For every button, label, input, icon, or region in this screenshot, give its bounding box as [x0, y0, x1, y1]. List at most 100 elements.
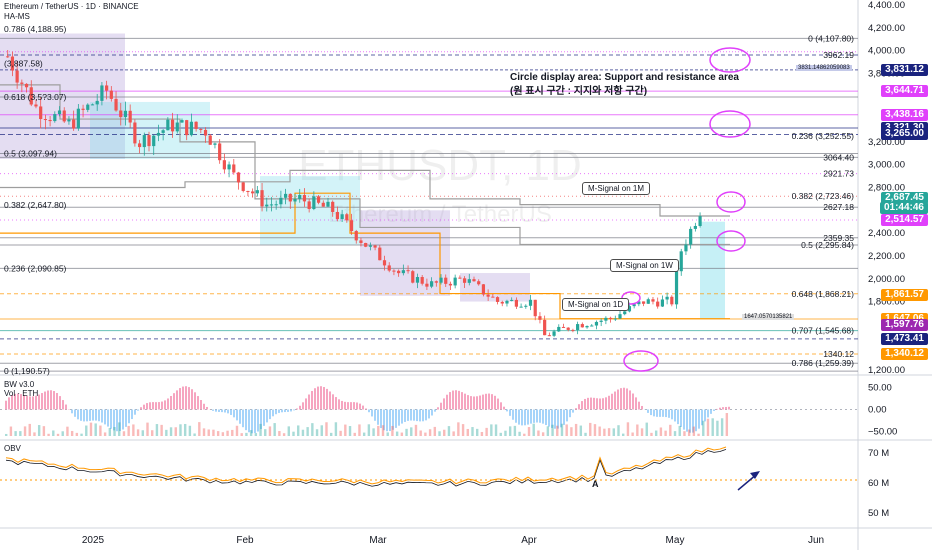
candle-body: [62, 110, 66, 122]
candle-body: [585, 326, 589, 328]
volume-bar: [85, 425, 88, 436]
volume-bar: [118, 422, 121, 436]
chart-title: Ethereum / TetherUS · 1D · BINANCE: [4, 2, 139, 11]
candle-body: [128, 110, 132, 123]
obv-axis-tick: 50 M: [868, 508, 889, 519]
fib-label-right: 0.5 (2,295.84): [801, 240, 854, 250]
volume-bar: [183, 423, 187, 436]
candle-body: [693, 225, 697, 229]
candle-body: [679, 251, 683, 272]
candle-body: [34, 104, 38, 107]
candle-body: [43, 119, 47, 121]
volume-bar: [386, 432, 389, 436]
volume-bar: [259, 423, 262, 436]
osc-axis-tick: −50.00: [868, 427, 897, 438]
candle-body: [15, 70, 19, 83]
m-signal-line: [0, 192, 730, 320]
candle-body: [651, 299, 655, 302]
price-axis-tick: 3,200.00: [868, 137, 905, 148]
volume-bar: [325, 422, 328, 436]
support-resistance-circle: [716, 191, 746, 213]
candle-body: [349, 220, 354, 232]
candle-body: [100, 85, 104, 101]
volume-bar: [711, 418, 714, 436]
candle-body: [557, 326, 561, 332]
volume-bar: [5, 433, 8, 436]
price-tag: 3,644.71: [881, 85, 928, 98]
volume-bar: [659, 427, 663, 436]
volume-bar: [410, 427, 413, 436]
price-tag: 3,831.12: [881, 63, 928, 76]
value-3831-label: 3831.14862059083: [796, 65, 852, 71]
candle-body: [269, 204, 274, 206]
candle-body: [397, 270, 401, 274]
volume-bar: [249, 430, 253, 436]
candle-body: [373, 245, 377, 248]
volume-bar: [146, 422, 149, 436]
volume-bar: [103, 432, 107, 436]
volume-bar: [683, 431, 686, 436]
obv-ma-line: [5, 446, 727, 485]
volume-bar: [706, 418, 710, 436]
candle-body: [90, 104, 95, 106]
volume-bar: [452, 431, 455, 436]
volume-bar: [169, 427, 173, 436]
candle-body: [218, 143, 222, 161]
volume-bar: [353, 432, 356, 436]
volume-bar: [645, 422, 648, 436]
volume-bar: [311, 423, 314, 436]
volume-bar: [19, 431, 22, 436]
support-resistance-circle: [709, 47, 751, 73]
volume-bar: [541, 432, 545, 436]
fib-label-right: 2627.18: [823, 202, 854, 212]
candle-body: [29, 87, 33, 105]
volume-bar: [235, 425, 239, 436]
candle-body: [335, 211, 340, 220]
candle-body: [147, 135, 151, 147]
candle-body: [641, 301, 646, 304]
candle-body: [599, 320, 603, 322]
volume-bar: [348, 426, 352, 436]
volume-bar: [589, 422, 592, 436]
volume-bar: [132, 424, 135, 436]
volume-bar: [400, 432, 404, 436]
candle-body: [293, 198, 297, 202]
candle-body: [298, 195, 302, 199]
volume-bar: [23, 426, 27, 436]
volume-bar: [607, 428, 611, 436]
candle-body: [161, 130, 165, 133]
candle-body: [331, 201, 335, 212]
candle-body: [119, 110, 123, 118]
candle-body: [307, 201, 311, 209]
volume-bar: [461, 424, 465, 436]
volume-bar: [508, 426, 512, 436]
candle-body: [194, 121, 198, 129]
obv-line: [5, 449, 727, 487]
candle-body: [189, 121, 193, 136]
volume-bar: [344, 424, 347, 436]
volume-bar: [202, 428, 206, 436]
fib-label-right: 0.236 (3,252.55): [792, 131, 855, 141]
volume-bar: [546, 426, 550, 436]
price-tag: 01:44:46: [879, 202, 928, 215]
candle-body: [533, 299, 537, 317]
volume-bar: [697, 433, 700, 436]
volume-bar: [287, 426, 290, 436]
fib-label-left: (3,887.58): [4, 58, 43, 68]
candle-body: [279, 197, 283, 205]
volume-bar: [221, 432, 225, 436]
volume-bar: [70, 430, 74, 436]
volume-bar: [518, 431, 521, 436]
candle-body: [623, 311, 627, 315]
candle-body: [359, 240, 363, 243]
price-axis-tick: 2,000.00: [868, 274, 905, 285]
volume-bar: [339, 430, 342, 436]
candle-body: [364, 242, 368, 247]
volume-bar: [231, 429, 234, 436]
volume-bar: [612, 428, 615, 436]
volume-bar: [367, 424, 371, 436]
candle-body: [495, 297, 500, 302]
volume-bar: [122, 431, 126, 436]
volume-bar: [52, 430, 55, 436]
